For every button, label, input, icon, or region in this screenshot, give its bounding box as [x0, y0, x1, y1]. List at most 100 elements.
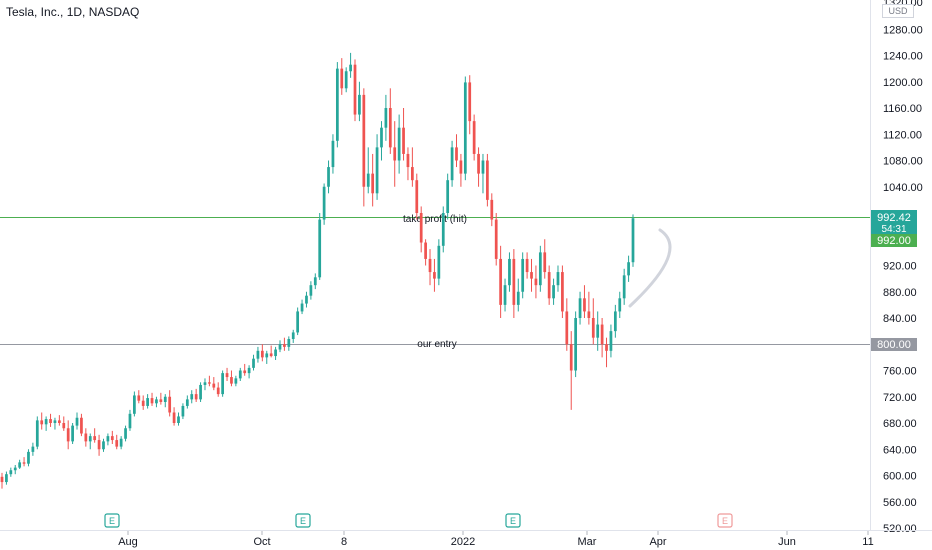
candle-body — [481, 160, 485, 174]
earnings-marker[interactable]: E — [295, 513, 311, 528]
candle-body — [177, 416, 180, 423]
candle-body — [441, 213, 445, 246]
candle-body — [556, 272, 560, 286]
candle — [260, 344, 264, 362]
candle-body — [102, 441, 105, 450]
candle — [247, 365, 251, 379]
candle — [411, 147, 414, 187]
price-tick-label: 840.00 — [883, 313, 917, 325]
candle — [327, 160, 330, 194]
candle — [322, 183, 326, 225]
candle-body — [35, 420, 39, 447]
candle-body — [419, 213, 423, 243]
candle — [185, 395, 189, 409]
candle-body — [380, 127, 383, 148]
candle — [419, 206, 423, 253]
candle — [199, 382, 202, 402]
candle — [441, 206, 445, 253]
future-earnings-marker[interactable]: E — [717, 513, 733, 528]
candle-body — [53, 420, 57, 423]
candle — [393, 121, 397, 187]
candle-body — [71, 425, 74, 442]
candle-body — [265, 353, 269, 358]
candle — [335, 62, 339, 148]
candle-body — [530, 272, 533, 279]
candle — [238, 367, 242, 381]
candle — [583, 285, 586, 318]
time-axis[interactable]: Aug Oct 8 2022 Mar Apr Jun 11 — [0, 530, 932, 549]
candle-body — [574, 318, 578, 371]
price-axis[interactable]: 1280.00 1240.00 1200.00 1160.00 1120.00 1080.… — [870, 0, 923, 535]
candle-body — [402, 127, 405, 154]
candle-body — [605, 344, 608, 351]
earnings-marker[interactable]: E — [505, 513, 521, 528]
candle-body — [93, 436, 97, 441]
candle-body — [260, 350, 264, 358]
candlestick-series — [0, 52, 635, 489]
candle-body — [371, 173, 375, 194]
candle — [49, 413, 52, 427]
candle — [9, 467, 13, 477]
candle — [300, 299, 304, 315]
candle-body — [80, 417, 83, 434]
currency-label[interactable]: USD — [882, 4, 914, 18]
candle — [71, 423, 74, 444]
candle-body — [512, 258, 516, 305]
earnings-marker-label: E — [109, 516, 115, 526]
price-tick-label: 760.00 — [883, 366, 917, 378]
candle — [18, 459, 22, 469]
candle-body — [349, 64, 352, 72]
candle — [22, 457, 26, 467]
candle-body — [5, 474, 8, 483]
candle-body — [141, 400, 145, 406]
earnings-marker-label: E — [722, 516, 728, 526]
candle-body — [216, 387, 220, 395]
candle — [468, 75, 472, 135]
candle — [80, 413, 83, 437]
candle-body — [552, 285, 555, 299]
candle-body — [565, 311, 569, 345]
candle-body — [252, 358, 255, 368]
candle-body — [494, 219, 498, 259]
candle-body — [609, 331, 613, 351]
candle — [287, 336, 291, 351]
candle-body — [424, 242, 427, 259]
candle — [190, 390, 194, 404]
candle — [631, 214, 635, 267]
candle-body — [362, 94, 366, 187]
candle-body — [278, 344, 282, 350]
candle-body — [49, 419, 52, 423]
candle-body — [155, 399, 158, 404]
candle — [344, 67, 348, 93]
candle-body — [393, 147, 397, 161]
candle — [362, 88, 366, 207]
candle — [194, 388, 198, 402]
candle-body — [428, 258, 432, 273]
candle — [216, 382, 220, 397]
candle — [31, 442, 35, 456]
bar-countdown: 54:31 — [881, 224, 906, 235]
entry-price-value: 800.00 — [877, 339, 911, 351]
candle — [397, 114, 401, 174]
candle — [133, 391, 136, 417]
candle-body — [490, 199, 494, 220]
candle-body — [411, 167, 414, 181]
candle-body — [353, 64, 357, 115]
earnings-marker[interactable]: E — [104, 513, 120, 528]
candle-body — [525, 258, 529, 273]
candle-body — [446, 180, 450, 213]
line-price-tag: 992.00 — [871, 234, 917, 247]
candle — [534, 265, 538, 299]
candle-body — [322, 186, 326, 220]
candle — [53, 417, 57, 430]
candle — [75, 412, 79, 430]
price-tick-label: 1280.00 — [883, 24, 923, 36]
candle-body — [415, 180, 419, 213]
candle — [499, 245, 502, 318]
price-tick-label: 640.00 — [883, 444, 917, 456]
candle — [57, 415, 61, 426]
candle-body — [190, 394, 194, 400]
candle — [547, 265, 551, 305]
candle-body — [163, 396, 167, 402]
